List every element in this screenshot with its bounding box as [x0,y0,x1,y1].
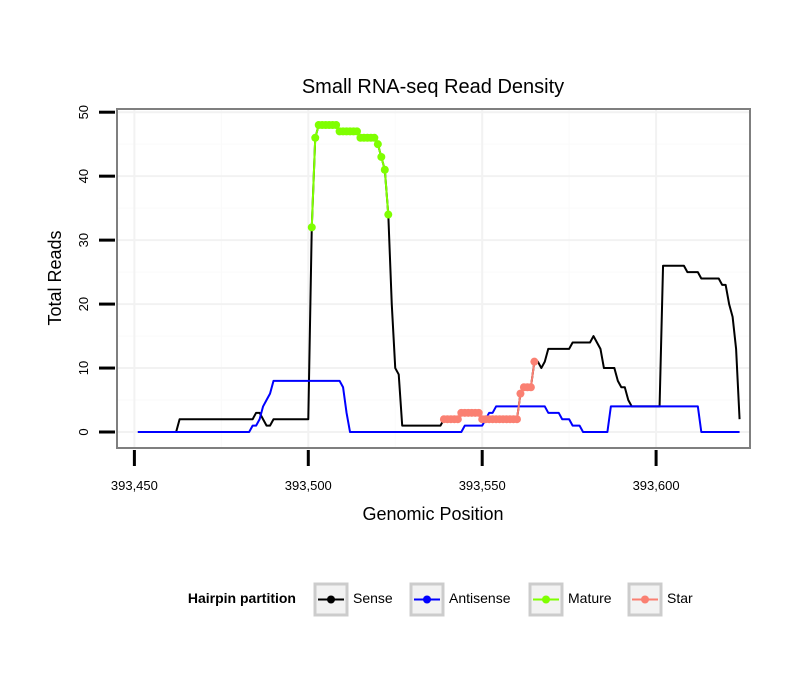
series-points [307,120,539,424]
x-tick-label: 393,550 [459,478,506,493]
legend-item-sense: Sense [313,582,393,617]
data-point-mature [377,152,386,161]
data-point-mature [311,133,320,142]
data-point-star [512,415,521,424]
data-point-star [526,383,535,392]
legend-item-mature: Mature [528,582,612,617]
y-tick-label: 50 [76,105,91,119]
data-point-star [530,357,539,366]
legend: Hairpin partition Sense Antisense Mature St… [188,582,693,617]
data-point-mature [373,140,382,149]
legend-label: Star [667,590,693,606]
legend-label: Sense [353,590,393,606]
chart-title: Small RNA-seq Read Density [302,76,564,98]
y-tick-label: 20 [76,297,91,311]
legend-key-point [423,595,431,604]
x-axis-label: Genomic Position [362,504,503,524]
x-tick-label: 393,500 [285,478,332,493]
y-tick-label: 30 [76,233,91,247]
legend-item-star: Star [627,582,693,617]
series-line-sense [137,123,741,434]
y-tick-label: 0 [76,428,91,435]
axes: 0 10 20 30 40 50 393,450 393,500 393,550 393,600 [76,105,680,493]
data-point-star [474,408,483,417]
data-point-mature [332,120,341,129]
x-tick-label: 393,600 [633,478,680,493]
data-point-mature [380,165,389,174]
data-point-mature [384,210,393,219]
legend-label: Antisense [449,590,511,606]
legend-label: Mature [568,590,612,606]
plot-panel-border [116,108,751,449]
y-axis-label: Total Reads [45,230,65,325]
legend-key-point [327,595,335,604]
series-line-antisense [137,379,740,434]
y-tick-label: 10 [76,361,91,375]
data-point-star [516,389,525,398]
data-point-mature [352,127,361,136]
y-tick-label: 40 [76,169,91,183]
legend-title: Hairpin partition [188,590,296,606]
data-point-mature [370,133,379,142]
x-tick-label: 393,450 [111,478,158,493]
series-lines [137,123,741,434]
legend-item-antisense: Antisense [409,582,511,617]
legend-key-point [641,595,649,604]
data-point-mature [307,223,316,232]
data-point-star [453,415,462,424]
grid [117,109,750,448]
legend-key-point [542,595,550,604]
